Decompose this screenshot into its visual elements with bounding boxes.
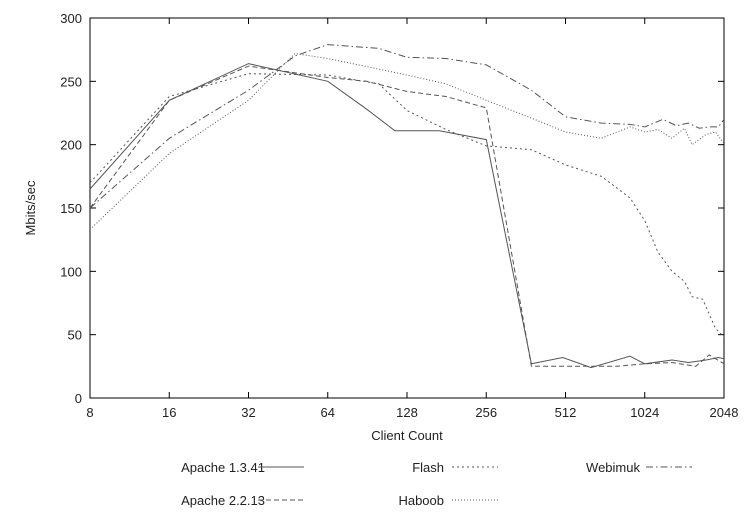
y-tick-label: 100 <box>60 264 82 279</box>
x-tick-label: 256 <box>475 405 497 420</box>
x-tick-label: 64 <box>321 405 335 420</box>
series-line-4 <box>89 52 725 230</box>
y-tick-label: 300 <box>60 11 82 26</box>
series-line-1 <box>89 63 725 369</box>
x-axis-title: Client Count <box>371 428 443 443</box>
x-tick-label: 128 <box>396 405 418 420</box>
x-tick-label: 8 <box>86 405 93 420</box>
y-tick-label: 50 <box>68 328 82 343</box>
series-line-5 <box>89 44 725 209</box>
legend: Apache 1.3.41 Apache 2.2.13 Flash Haboob Web… <box>181 460 692 508</box>
y-tick-label: 200 <box>60 138 82 153</box>
legend-label: Flash <box>412 460 444 475</box>
x-tick-label: 512 <box>555 405 577 420</box>
y-tick-label: 0 <box>75 391 82 406</box>
x-tick-label: 16 <box>162 405 176 420</box>
legend-label: Apache 1.3.41 <box>181 460 265 475</box>
legend-label: Haboob <box>398 493 444 508</box>
x-tick-label: 2048 <box>710 405 739 420</box>
y-tick-label: 250 <box>60 74 82 89</box>
legend-label: Webimuk <box>586 460 640 475</box>
legend-label: Apache 2.2.13 <box>181 493 265 508</box>
series-line-3 <box>89 73 725 338</box>
y-axis-title: Mbits/sec <box>23 180 38 235</box>
plot-frame <box>89 17 725 399</box>
series-lines <box>89 44 725 369</box>
x-tick-label: 1024 <box>630 405 659 420</box>
axis-ticks: 0 50 100 150 200 250 300 8 16 32 64 128 256 512 1024 20… <box>60 11 738 420</box>
x-tick-label: 32 <box>241 405 255 420</box>
y-tick-label: 150 <box>60 201 82 216</box>
series-line-2 <box>89 65 725 367</box>
